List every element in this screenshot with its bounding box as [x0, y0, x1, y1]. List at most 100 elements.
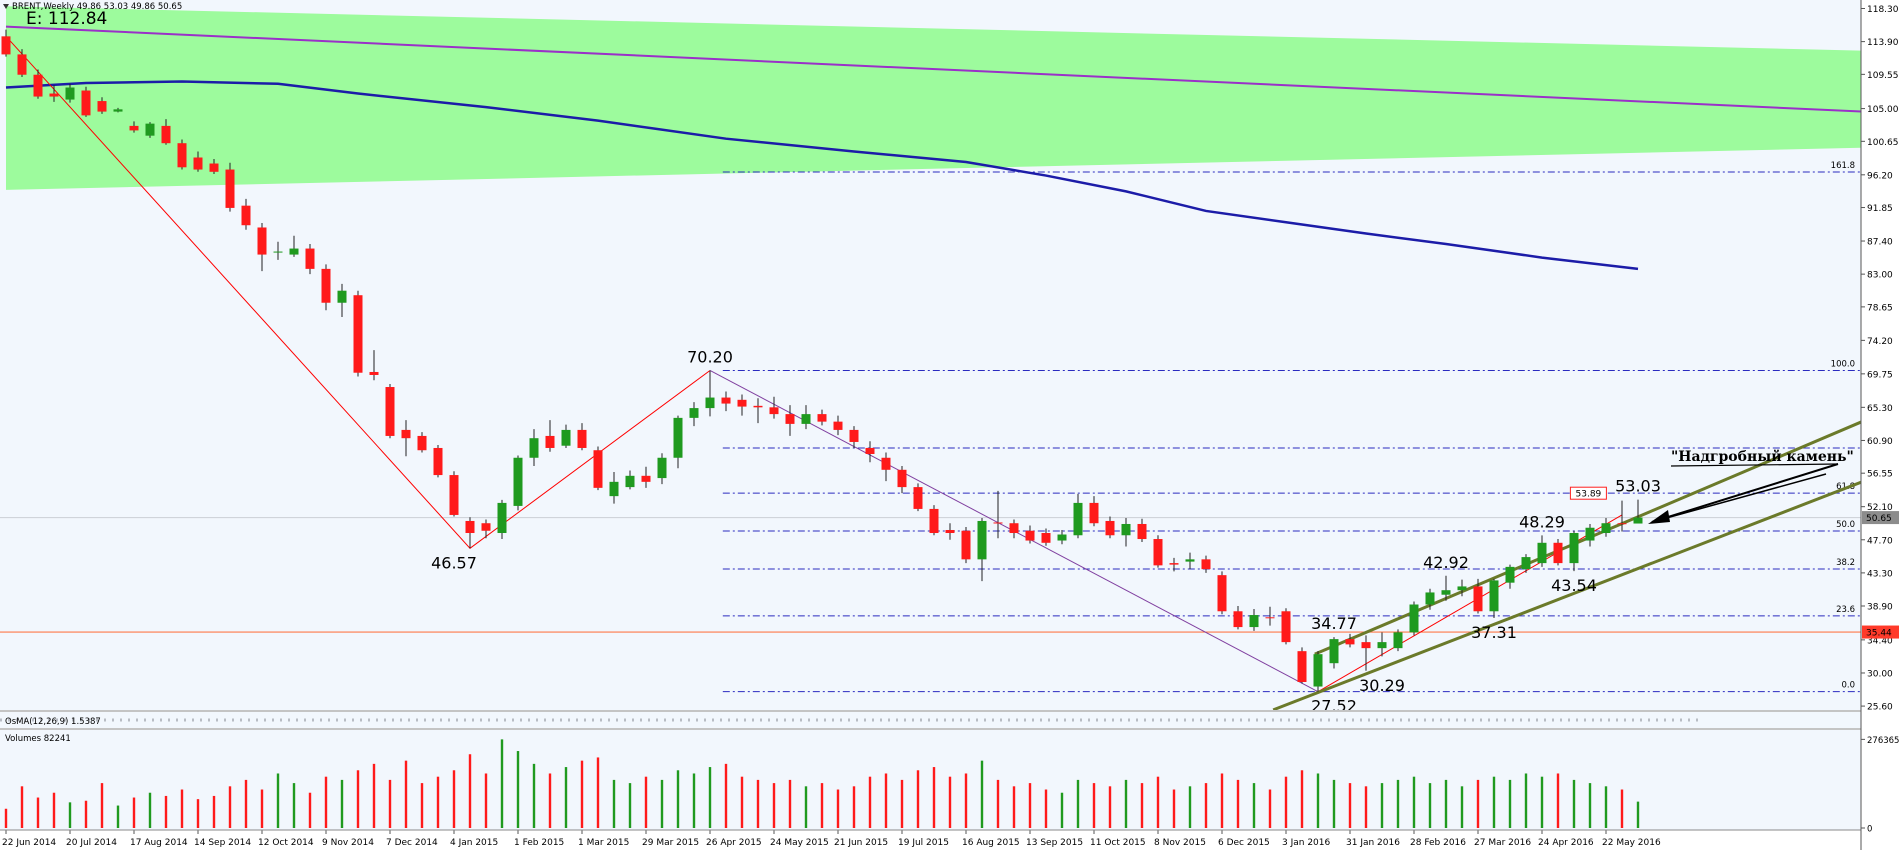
candle-body [1025, 530, 1035, 541]
candle-body [321, 268, 331, 303]
arrow-head [1648, 510, 1670, 524]
volume-bar [1028, 783, 1032, 828]
volume-bar [20, 786, 24, 828]
candle-body [161, 125, 171, 144]
candle-body [993, 522, 1003, 524]
candle-body [497, 502, 507, 534]
candle-body [657, 457, 667, 479]
volume-bar [996, 779, 1000, 828]
candle-body [529, 438, 539, 458]
candle-body [337, 290, 347, 303]
y-tick-label: 56.55 [1867, 470, 1893, 480]
candle-body [417, 435, 427, 451]
volume-bar [1572, 779, 1576, 828]
volume-bar [1044, 789, 1048, 828]
x-tick-label: 7 Dec 2014 [386, 838, 438, 848]
y-tick-label: 109.55 [1867, 71, 1899, 81]
x-tick-label: 17 Aug 2014 [130, 838, 188, 848]
volume-bar [1380, 783, 1384, 828]
volume-bar [724, 763, 728, 828]
volume-bar [676, 770, 680, 828]
candle-body [1505, 566, 1515, 583]
x-tick-label: 28 Feb 2016 [1410, 838, 1466, 848]
candle-body [1601, 523, 1611, 534]
volume-bar [84, 800, 88, 828]
volume-bar [1348, 783, 1352, 828]
y-tick-label: 113.90 [1867, 38, 1899, 48]
fib-label: 38.2 [1836, 558, 1855, 568]
volume-bar [196, 799, 200, 828]
y-tick-label: 96.20 [1867, 171, 1893, 181]
candle-body [1073, 502, 1083, 536]
candle-body [1633, 517, 1643, 524]
volume-bar [596, 757, 600, 828]
x-tick-label: 22 May 2016 [1602, 838, 1661, 848]
volume-bar [180, 789, 184, 828]
volume-bar [1636, 801, 1640, 828]
volume-bar [1124, 779, 1128, 828]
x-tick-label: 3 Jan 2016 [1282, 838, 1330, 848]
volume-bar [484, 773, 488, 828]
candle-body [1201, 559, 1211, 570]
candle-body [177, 143, 187, 168]
candle-body [641, 475, 651, 482]
menu-icon [3, 4, 9, 9]
volume-bar [228, 786, 232, 828]
x-tick-label: 1 Feb 2015 [514, 838, 564, 848]
volume-bar [1556, 773, 1560, 828]
volume-bar [1332, 779, 1336, 828]
candle-body [81, 90, 91, 116]
volume-bar [1188, 786, 1192, 828]
y-tick-label: 25.60 [1867, 703, 1893, 713]
volume-bar [308, 792, 312, 828]
price-annotation: 53.03 [1615, 477, 1661, 496]
candle-body [1233, 611, 1243, 628]
y-tick-label: 52.10 [1867, 503, 1893, 513]
arrow [1651, 473, 1827, 523]
volume-bar [1220, 773, 1224, 828]
candle-body [1457, 586, 1467, 591]
candle-body [1137, 523, 1147, 540]
volume-bar [644, 776, 648, 828]
volume-bar [1300, 770, 1304, 828]
volume-bar [1460, 786, 1464, 828]
overlay-layer: 118.30 113.90 109.55 105.00 100.65 96.20 91.85… [2, 5, 1899, 848]
y-tick-label: 34.40 [1867, 636, 1893, 646]
candle-body [1057, 534, 1067, 541]
volume-bar [708, 767, 712, 828]
volume-bar [164, 795, 168, 828]
volume-bar [1236, 779, 1240, 828]
volume-bar [932, 767, 936, 828]
volume-bar [1364, 786, 1368, 828]
volume-bar [1172, 789, 1176, 828]
y-tick-label: 38.90 [1867, 603, 1893, 613]
arrow [1651, 463, 1839, 523]
open: 49.86 [77, 2, 101, 12]
candle-body [481, 523, 491, 531]
x-tick-label: 8 Nov 2015 [1154, 838, 1206, 848]
candle-body [113, 109, 123, 112]
candle-body [1265, 617, 1275, 619]
volume-bar [580, 760, 584, 828]
high: 53.03 [104, 2, 128, 12]
candle-body [1185, 559, 1195, 562]
candle-body [1489, 580, 1499, 612]
volume-bar [468, 754, 472, 828]
x-tick-label: 14 Sep 2014 [194, 838, 251, 848]
price-tag-label: 50.65 [1866, 514, 1892, 524]
y-tick-label: 83.00 [1867, 271, 1893, 281]
volume-bar [852, 786, 856, 828]
symbol: BRENT,Weekly [12, 2, 74, 12]
volume-bar [1108, 786, 1112, 828]
candle-body [433, 447, 443, 476]
volume-bar [148, 792, 152, 828]
volume-bar [884, 773, 888, 828]
candle-body [1217, 575, 1227, 612]
x-tick-label: 21 Jun 2015 [834, 838, 888, 848]
volume-bar [836, 789, 840, 828]
candle-body [849, 429, 859, 442]
candle-body [881, 457, 891, 470]
y-tick-label: 47.70 [1867, 536, 1893, 546]
volume-current: 82241 [44, 734, 71, 744]
volume-bar [36, 797, 40, 828]
